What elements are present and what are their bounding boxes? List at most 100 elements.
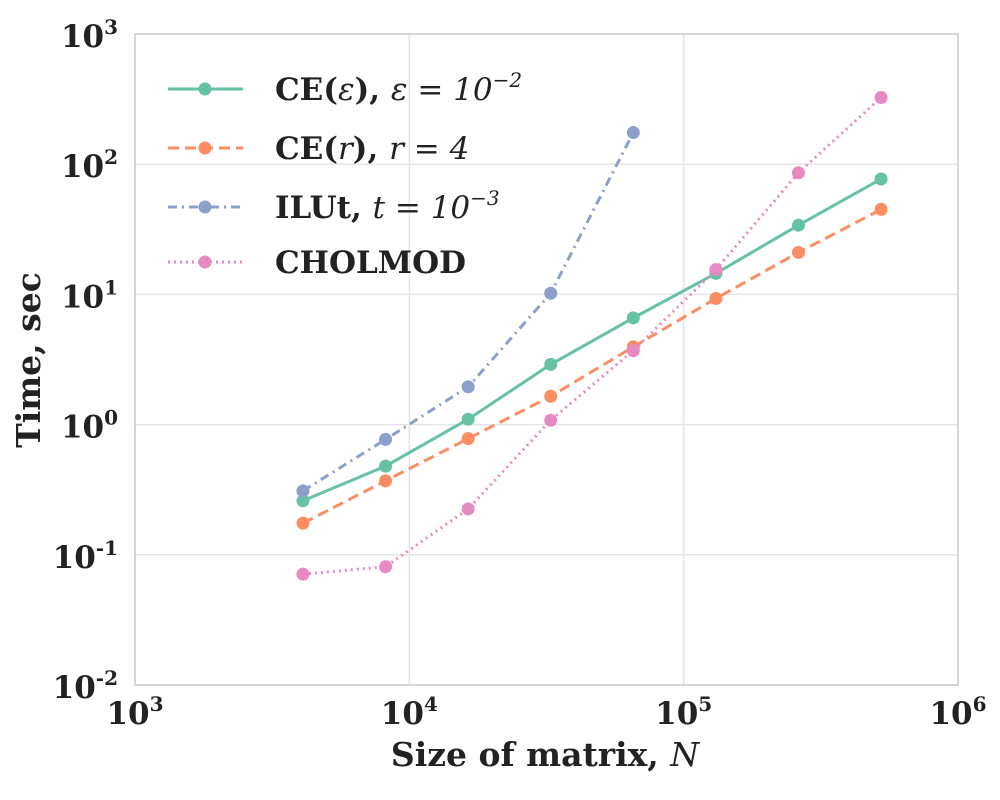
legend-label-part: = 10 <box>408 72 493 108</box>
x-tick-label: 104 <box>381 692 438 732</box>
plot-frame <box>134 33 959 686</box>
x-tick-base: 10 <box>655 696 698 732</box>
legend-label: ILUt, t = 10−3 <box>275 186 500 226</box>
data-point <box>626 344 640 358</box>
y-tick-label: 102 <box>61 145 118 185</box>
legend-label-part: CE( <box>275 131 338 167</box>
x-tick-label: 106 <box>929 692 986 732</box>
series-1 <box>296 202 888 530</box>
data-point <box>709 292 723 306</box>
legend-item-2: ILUt, t = 10−3 <box>168 186 500 226</box>
legend-label-part: CE( <box>275 72 338 108</box>
series-0 <box>296 172 888 508</box>
x-tick-base: 10 <box>106 696 149 732</box>
legend-label: CHOLMOD <box>275 245 466 281</box>
data-point <box>544 413 558 427</box>
y-tick-base: 10 <box>61 149 104 185</box>
data-point <box>296 484 310 498</box>
x-tick-label: 103 <box>106 692 163 732</box>
x-tick-exp: 6 <box>973 692 987 716</box>
data-point <box>296 494 310 508</box>
y-axis-label: Time, sec <box>9 272 48 448</box>
legend-label-part: ILUt, <box>275 190 373 226</box>
data-point <box>544 389 558 403</box>
x-axis-label-var: N <box>669 735 700 774</box>
data-point <box>544 286 558 300</box>
y-tick-exp: 0 <box>104 406 118 430</box>
data-point <box>791 166 805 180</box>
x-axis-ticks: 103 104 105 106 <box>106 692 986 732</box>
data-point <box>874 172 888 186</box>
y-tick-base: 10 <box>61 19 104 55</box>
x-tick-base: 10 <box>381 696 424 732</box>
legend-marker <box>198 200 212 214</box>
legend-label-part: ε <box>391 72 408 108</box>
data-point <box>461 432 475 446</box>
x-tick-label: 105 <box>655 692 712 732</box>
data-point <box>791 245 805 259</box>
legend-label-part: t <box>373 190 386 226</box>
x-axis-label-text: Size of matrix, <box>391 735 670 774</box>
legend-label-part: −2 <box>493 68 522 92</box>
data-point <box>461 502 475 516</box>
legend-label-part: = 4 <box>404 131 469 167</box>
legend-item-3: CHOLMOD <box>168 245 466 281</box>
data-point <box>874 202 888 216</box>
y-tick-label: 101 <box>61 275 118 315</box>
x-tick-exp: 4 <box>424 692 438 716</box>
data-point <box>709 263 723 277</box>
y-tick-exp: 1 <box>104 275 118 299</box>
data-point <box>461 380 475 394</box>
series-layer <box>296 91 888 581</box>
legend-label-part: ), <box>355 72 391 108</box>
data-point <box>874 91 888 105</box>
legend-label: CE(r), r = 4 <box>275 131 469 167</box>
x-tick-base: 10 <box>929 696 972 732</box>
data-point <box>379 560 393 574</box>
x-tick-exp: 5 <box>698 692 712 716</box>
data-point <box>544 357 558 371</box>
data-point <box>461 412 475 426</box>
y-tick-exp: 3 <box>104 15 118 39</box>
y-tick-label: 10-2 <box>53 666 118 706</box>
legend-label: CE(ε), ε = 10−2 <box>275 68 522 108</box>
legend-label-part: CHOLMOD <box>275 245 466 281</box>
y-tick-base: 10 <box>53 670 96 706</box>
legend-label-part: ), <box>353 131 389 167</box>
legend-label-part: ε <box>338 72 355 108</box>
x-tick-exp: 3 <box>150 692 164 716</box>
y-tick-exp: -1 <box>96 536 118 560</box>
legend-label-part: r <box>389 131 406 167</box>
legend-label-part: r <box>338 131 355 167</box>
data-point <box>296 516 310 530</box>
data-point <box>379 459 393 473</box>
y-tick-label: 103 <box>61 15 118 55</box>
y-tick-base: 10 <box>53 540 96 576</box>
y-tick-label: 10-1 <box>53 536 118 576</box>
data-point <box>379 432 393 446</box>
y-tick-label: 100 <box>61 406 118 446</box>
x-axis-label: Size of matrix, N <box>391 735 700 774</box>
y-tick-base: 10 <box>61 410 104 446</box>
series-2 <box>296 126 640 498</box>
series-3 <box>296 91 888 581</box>
y-tick-exp: 2 <box>104 145 118 169</box>
legend-marker <box>198 141 212 155</box>
data-point <box>379 474 393 488</box>
series-line <box>302 208 882 525</box>
legend-label-part: −3 <box>470 186 499 210</box>
legend-marker <box>198 82 212 96</box>
data-point <box>626 311 640 325</box>
data-point <box>626 126 640 140</box>
data-point <box>296 567 310 581</box>
legend-label-part: = 10 <box>385 190 470 226</box>
data-point <box>791 218 805 232</box>
legend-item-0: CE(ε), ε = 10−2 <box>168 68 522 108</box>
y-tick-base: 10 <box>61 279 104 315</box>
series-line <box>302 177 882 503</box>
legend-item-1: CE(r), r = 4 <box>168 131 469 167</box>
legend-marker <box>198 255 212 269</box>
